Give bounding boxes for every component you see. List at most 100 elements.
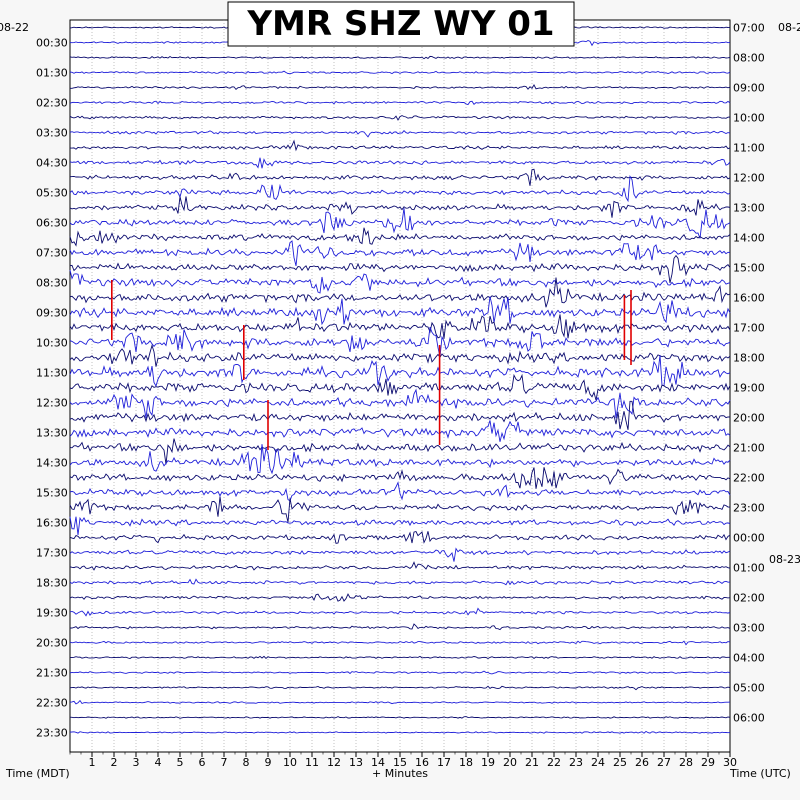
trace-line — [69, 196, 731, 218]
trace-line — [69, 593, 731, 602]
right-time-label: 15:00 — [733, 262, 765, 275]
right-time-label: 08:00 — [733, 52, 765, 65]
right-time-label: 11:00 — [733, 142, 765, 155]
x-tick-label: 12 — [327, 756, 341, 769]
left-time-labels: 00:30 01:30 02:30 03:30 04:30 05:30 06:30 07:30… — [36, 37, 68, 740]
right-time-label: 21:00 — [733, 442, 765, 455]
x-axis-label: + Minutes — [372, 767, 428, 780]
trace-line — [69, 516, 731, 536]
trace-line — [69, 530, 731, 544]
left-time-label: 01:30 — [36, 67, 68, 80]
right-time-label: 01:00 — [733, 562, 765, 575]
x-tick-label: 27 — [657, 756, 671, 769]
x-tick-label: 8 — [243, 756, 250, 769]
trace-line — [69, 699, 731, 705]
x-tick-label: 21 — [525, 756, 539, 769]
trace-line — [69, 578, 731, 586]
left-time-label: 00:30 — [36, 37, 68, 50]
seismic-traces — [69, 24, 731, 734]
x-tick-label: 3 — [133, 756, 140, 769]
left-time-label: 09:30 — [36, 307, 68, 320]
trace-line — [69, 730, 731, 734]
right-time-labels: 07:00 08:00 09:00 10:00 11:00 12:00 13:00 14:00… — [733, 22, 765, 725]
x-tick-label: 20 — [503, 756, 517, 769]
x-tick-label: 26 — [635, 756, 649, 769]
trace-line — [69, 467, 731, 489]
left-time-label: 20:30 — [36, 637, 68, 650]
left-date-label: 08-22 — [0, 21, 29, 34]
left-time-label: 13:30 — [36, 427, 68, 440]
trace-line — [69, 444, 731, 475]
right-time-label: 12:00 — [733, 172, 765, 185]
left-time-label: 12:30 — [36, 397, 68, 410]
trace-line — [69, 227, 731, 247]
left-time-label: 23:30 — [36, 727, 68, 740]
x-tick-label: 17 — [437, 756, 451, 769]
left-time-label: 22:30 — [36, 697, 68, 710]
x-tick-label: 18 — [459, 756, 473, 769]
clipped-marks — [111, 280, 632, 450]
right-date-label: 08-22 — [778, 21, 800, 34]
trace-line — [69, 685, 731, 691]
x-tick-label: 29 — [701, 756, 715, 769]
left-time-label: 07:30 — [36, 247, 68, 260]
x-tick-label: 24 — [591, 756, 605, 769]
left-time-label: 11:30 — [36, 367, 68, 380]
trace-line — [69, 716, 731, 719]
left-time-label: 10:30 — [36, 337, 68, 350]
x-tick-label: 13 — [349, 756, 363, 769]
left-time-label: 16:30 — [36, 517, 68, 530]
left-time-label: 19:30 — [36, 607, 68, 620]
left-time-label: 17:30 — [36, 547, 68, 560]
right-date-next-label: 08-23 — [769, 553, 800, 566]
x-tick-label: 15 — [393, 756, 407, 769]
trace-line — [69, 373, 731, 401]
trace-line — [69, 670, 731, 675]
left-time-label: 04:30 — [36, 157, 68, 170]
left-time-label: 21:30 — [36, 667, 68, 680]
trace-line — [69, 130, 731, 138]
trace-line — [69, 269, 731, 294]
trace-line — [69, 296, 731, 326]
right-time-label: 03:00 — [733, 622, 765, 635]
trace-line — [69, 240, 731, 267]
right-time-label: 19:00 — [733, 382, 765, 395]
right-time-label: 04:00 — [733, 652, 765, 665]
right-time-label: 00:00 — [733, 532, 765, 545]
trace-line — [69, 640, 731, 646]
trace-line — [69, 623, 731, 631]
trace-line — [70, 83, 731, 91]
trace-line — [69, 326, 731, 357]
trace-line — [69, 400, 731, 430]
right-time-label: 06:00 — [733, 712, 765, 725]
left-time-label: 05:30 — [36, 187, 68, 200]
right-time-label: 20:00 — [733, 412, 765, 425]
trace-line — [69, 388, 731, 419]
x-tick-label: 4 — [155, 756, 162, 769]
trace-line — [69, 496, 731, 523]
right-time-label: 07:00 — [733, 22, 765, 35]
chart-title: YMR SHZ WY 01 — [246, 4, 554, 44]
right-time-label: 10:00 — [733, 112, 765, 125]
right-time-label: 22:00 — [733, 472, 765, 485]
right-time-label: 18:00 — [733, 352, 765, 365]
left-time-label: 03:30 — [36, 127, 68, 140]
x-tick-label: 22 — [547, 756, 561, 769]
trace-line — [69, 547, 731, 562]
trace-line — [69, 55, 731, 60]
x-tick-label: 2 — [111, 756, 118, 769]
trace-line — [69, 115, 731, 121]
x-tick-label: 16 — [415, 756, 429, 769]
x-tick-label: 25 — [613, 756, 627, 769]
x-tick-label: 6 — [199, 756, 206, 769]
trace-line — [69, 70, 731, 75]
x-tick-label: 1 — [89, 756, 96, 769]
trace-line — [69, 438, 731, 465]
right-time-label: 14:00 — [733, 232, 765, 245]
trace-line — [69, 157, 731, 169]
trace-line — [69, 420, 731, 442]
x-tick-label: 10 — [283, 756, 297, 769]
x-tick-label: 9 — [265, 756, 272, 769]
right-time-label: 16:00 — [733, 292, 765, 305]
